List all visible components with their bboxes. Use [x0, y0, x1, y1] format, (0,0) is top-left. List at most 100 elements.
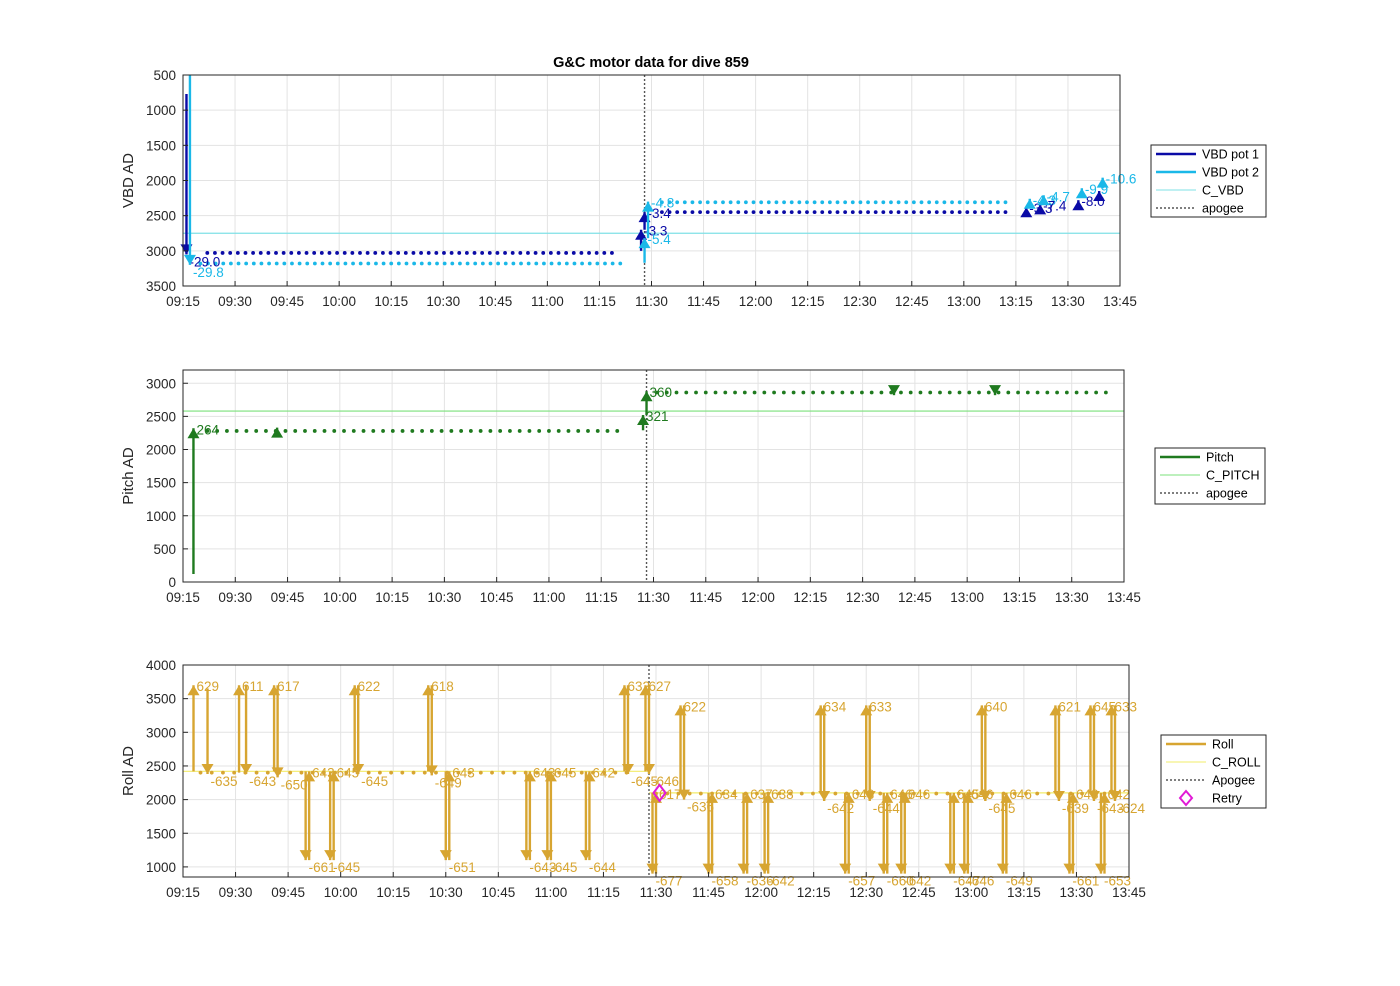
x-tick-label: 12:15: [793, 590, 827, 605]
x-tick-label: 11:15: [583, 294, 616, 309]
sample-point-roll: [512, 770, 517, 775]
sample-point-vbd-pot-1: [942, 210, 947, 215]
sample-point-vbd-pot-1: [480, 251, 485, 255]
sample-point-vbd-pot-2: [465, 261, 470, 266]
move-label: 638: [771, 787, 794, 802]
move-arrowhead-roll: [303, 771, 316, 782]
sample-point-pitch: [225, 429, 229, 433]
sample-point-roll: [945, 791, 950, 796]
sample-point-vbd-pot-1: [705, 210, 710, 215]
sample-point-vbd-pot-1: [950, 210, 954, 215]
x-tick-label: 10:15: [376, 885, 410, 900]
y-tick-label: 1000: [146, 103, 176, 118]
sample-point-vbd-pot-1: [464, 251, 469, 255]
move-label: -5.4: [648, 232, 672, 247]
sample-point-pitch: [410, 429, 415, 433]
y-tick-label: 3000: [146, 725, 176, 740]
y-tick-label: 1500: [146, 826, 176, 841]
sample-point-pitch: [488, 429, 493, 433]
move-arrowhead-roll: [544, 771, 557, 782]
sample-point-vbd-pot-2: [942, 200, 947, 205]
move-label: -645: [631, 774, 658, 789]
move-arrowhead-roll: [443, 771, 456, 782]
sample-point-roll: [265, 770, 270, 775]
sample-point-vbd-pot-2: [889, 200, 893, 205]
sample-point-pitch: [957, 390, 962, 395]
sample-point-vbd-pot-2: [812, 200, 817, 205]
sample-point-vbd-pot-1: [266, 251, 271, 255]
sample-point-vbd-pot-1: [873, 210, 878, 215]
move-arrowhead-roll: [1000, 792, 1013, 803]
move-arrowhead-roll: [352, 764, 365, 775]
sample-point-vbd-pot-2: [274, 261, 279, 266]
sample-point-vbd-pot-2: [873, 200, 878, 205]
sample-point-vbd-pot-2: [473, 261, 478, 266]
x-tick-label: 13:00: [950, 590, 984, 605]
move-arrowhead-vbd-pot-2: [638, 238, 651, 249]
sample-point-roll: [478, 770, 483, 775]
sample-point-vbd-pot-1: [965, 210, 970, 215]
sample-point-pitch: [595, 429, 600, 433]
move-arrowhead-pitch: [640, 391, 653, 402]
sample-point-pitch: [762, 390, 767, 395]
sample-point-pitch: [342, 429, 346, 433]
move-label: -645: [333, 860, 360, 875]
sample-point-pitch: [899, 390, 903, 395]
sample-point-pitch: [576, 429, 581, 433]
sample-point-pitch: [869, 390, 874, 395]
sample-point-vbd-pot-2: [328, 261, 333, 266]
sample-point-pitch: [1103, 390, 1108, 395]
sample-point-vbd-pot-2: [267, 261, 271, 266]
sample-point-vbd-pot-1: [995, 210, 1000, 215]
sample-point-roll: [366, 770, 371, 775]
sample-point-vbd-pot-1: [698, 210, 702, 215]
sample-point-vbd-pot-2: [965, 200, 970, 205]
x-tick-label: 13:00: [954, 885, 988, 900]
sample-point-vbd-pot-1: [235, 251, 240, 255]
x-tick-label: 13:00: [947, 294, 981, 309]
legend-box: [1150, 144, 1267, 218]
x-tick-label: 11:00: [534, 885, 567, 900]
sample-point-vbd-pot-1: [797, 210, 802, 215]
move-arrowhead-roll: [642, 764, 655, 775]
sample-point-vbd-pot-1: [774, 210, 779, 215]
sample-point-vbd-pot-2: [934, 200, 939, 205]
sample-point-vbd-pot-1: [743, 210, 748, 215]
sample-point-vbd-pot-1: [858, 210, 863, 215]
sample-point-roll: [490, 770, 494, 775]
x-tick-label: 12:45: [898, 590, 932, 605]
x-tick-label: 13:30: [1060, 885, 1094, 900]
sample-point-vbd-pot-2: [374, 261, 378, 266]
x-tick-label: 13:45: [1103, 294, 1137, 309]
sample-point-pitch: [508, 429, 512, 433]
move-label: -3.3: [644, 224, 667, 239]
sample-point-vbd-pot-1: [319, 251, 324, 255]
sample-point-vbd-pot-2: [820, 200, 825, 205]
sample-point-vbd-pot-2: [866, 200, 870, 205]
x-tick-label: 13:30: [1055, 590, 1089, 605]
sample-point-vbd-pot-2: [705, 200, 710, 205]
x-tick-label: 11:00: [531, 294, 564, 309]
sample-point-pitch: [556, 429, 561, 433]
sample-point-pitch: [1006, 390, 1011, 395]
legend-label-c-vbd: C_VBD: [1202, 184, 1244, 198]
sample-point-vbd-pot-2: [480, 261, 485, 266]
sample-point-vbd-pot-2: [312, 261, 317, 266]
sample-point-vbd-pot-2: [850, 200, 855, 205]
sample-point-vbd-pot-1: [258, 251, 263, 255]
sample-point-vbd-pot-2: [957, 200, 962, 205]
sample-point-pitch: [498, 429, 503, 433]
move-label: -636: [687, 800, 714, 815]
sample-point-roll: [755, 791, 759, 796]
sample-point-roll: [1012, 791, 1017, 796]
move-arrowhead-vbd-pot-1: [1093, 191, 1106, 202]
move-arrowhead-roll: [706, 792, 719, 803]
x-tick-label: 13:45: [1112, 885, 1146, 900]
move-arrowhead-vbd-pot-2: [1075, 188, 1088, 199]
sample-point-vbd-pot-1: [396, 251, 401, 255]
x-tick-label: 12:30: [846, 590, 880, 605]
move-label: 634: [715, 787, 738, 802]
sample-point-vbd-pot-1: [827, 210, 832, 215]
x-tick-label: 10:30: [429, 885, 463, 900]
sample-point-vbd-pot-1: [571, 251, 576, 255]
